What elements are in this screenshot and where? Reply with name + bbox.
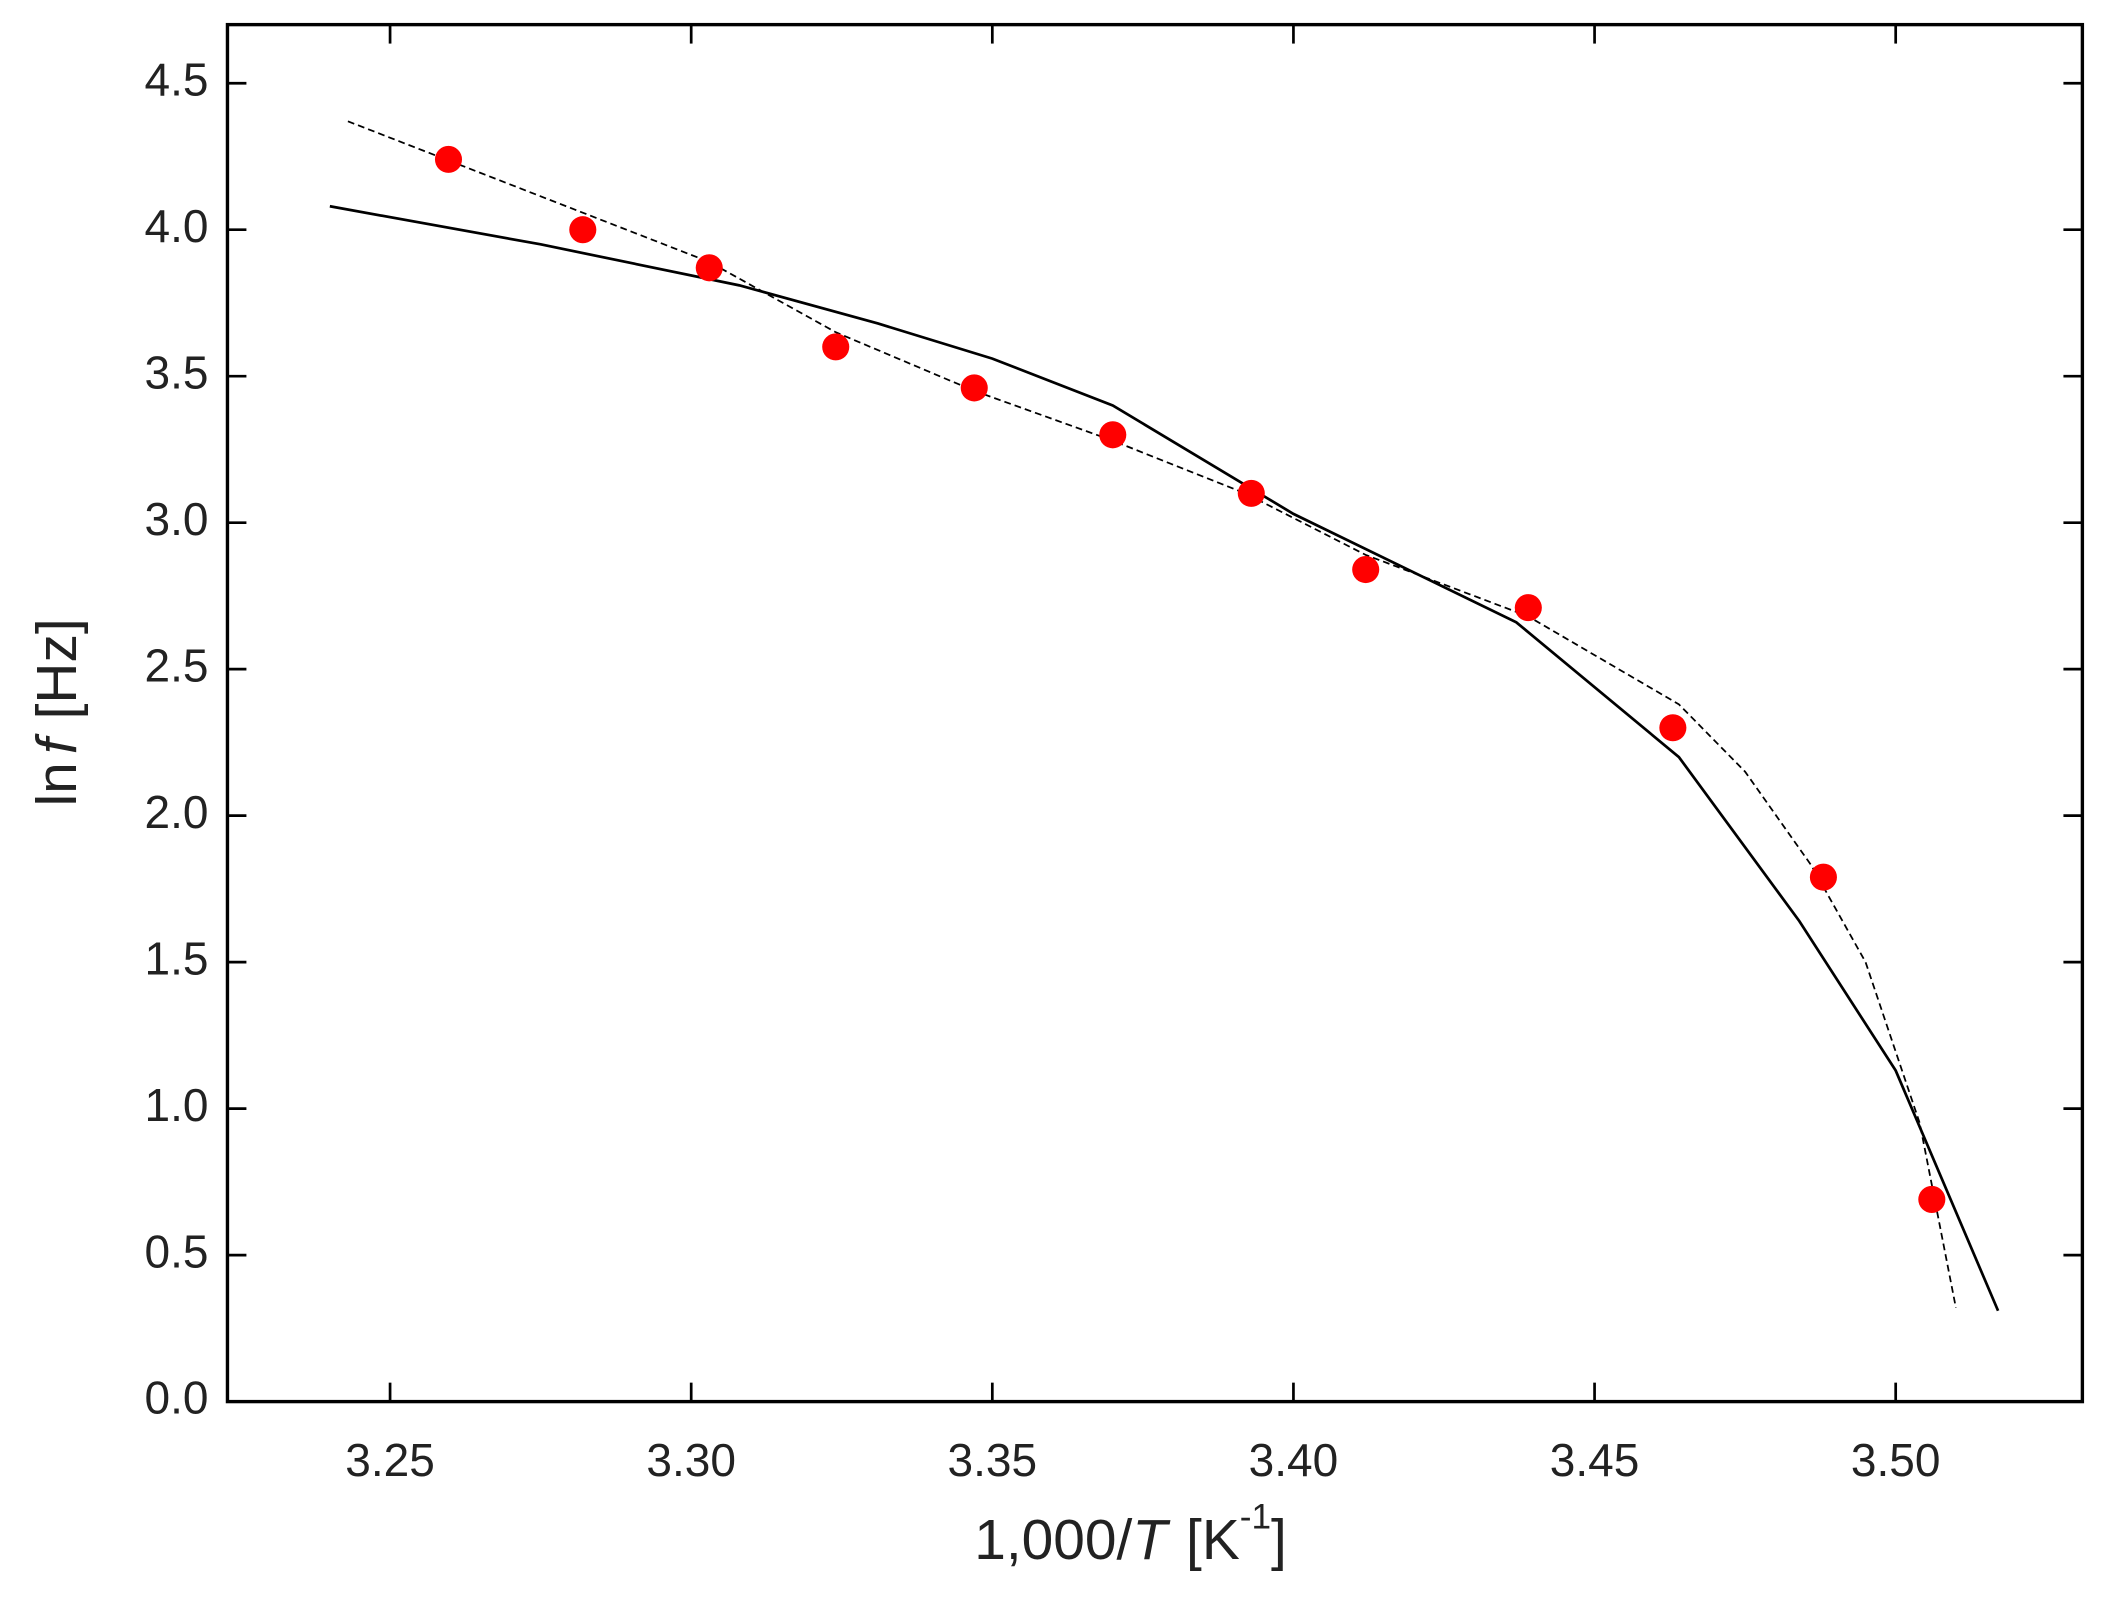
y-tick-label: 3.0	[145, 493, 209, 545]
x-title-part: ]	[1271, 1509, 1287, 1572]
data-point	[960, 374, 988, 402]
y-title-part: ln	[26, 762, 89, 806]
x-title-part: [K	[1186, 1509, 1240, 1572]
y-axis-title: ln f [Hz]	[26, 618, 89, 806]
x-title-part: T	[1132, 1509, 1171, 1572]
y-title-part: [Hz]	[26, 618, 89, 719]
y-tick-label: 0.0	[145, 1372, 209, 1424]
y-tick-label: 1.5	[145, 932, 209, 984]
fit-line	[329, 204, 2000, 1312]
y-tick-label: 4.0	[145, 200, 209, 252]
x-tick-label: 3.40	[1249, 1434, 1339, 1486]
data-point	[569, 216, 597, 244]
y-tick-label: 3.5	[145, 346, 209, 398]
y-tick-label: 1.0	[145, 1079, 209, 1131]
data-point	[1352, 556, 1380, 584]
data-point	[1659, 714, 1687, 742]
data-point	[434, 145, 463, 173]
x-title-part: 1,000/	[974, 1509, 1132, 1572]
y-tick-label: 0.5	[145, 1225, 209, 1277]
x-tick-label: 3.35	[948, 1434, 1038, 1486]
y-tick-label: 2.5	[145, 639, 209, 691]
data-point	[1918, 1185, 1946, 1213]
plot-frame	[225, 22, 2085, 1404]
data-point	[1237, 479, 1265, 507]
x-tick-label: 3.30	[646, 1434, 736, 1486]
y-tick-label: 4.5	[145, 53, 209, 105]
x-tick-label: 3.50	[1851, 1434, 1941, 1486]
x-tick-label: 3.45	[1550, 1434, 1640, 1486]
data-point	[1514, 594, 1542, 622]
y-title-part: f	[26, 733, 89, 754]
data-point	[1809, 863, 1837, 891]
data-point	[1099, 421, 1127, 449]
fit-line	[347, 120, 1957, 1309]
data-point	[822, 333, 850, 361]
x-axis-title: 1,000/T [K-1]	[974, 1498, 1287, 1572]
x-title-part: -1	[1240, 1498, 1271, 1537]
x-tick-label: 3.25	[345, 1434, 435, 1486]
data-point	[695, 254, 723, 282]
y-tick-label: 2.0	[145, 786, 209, 838]
